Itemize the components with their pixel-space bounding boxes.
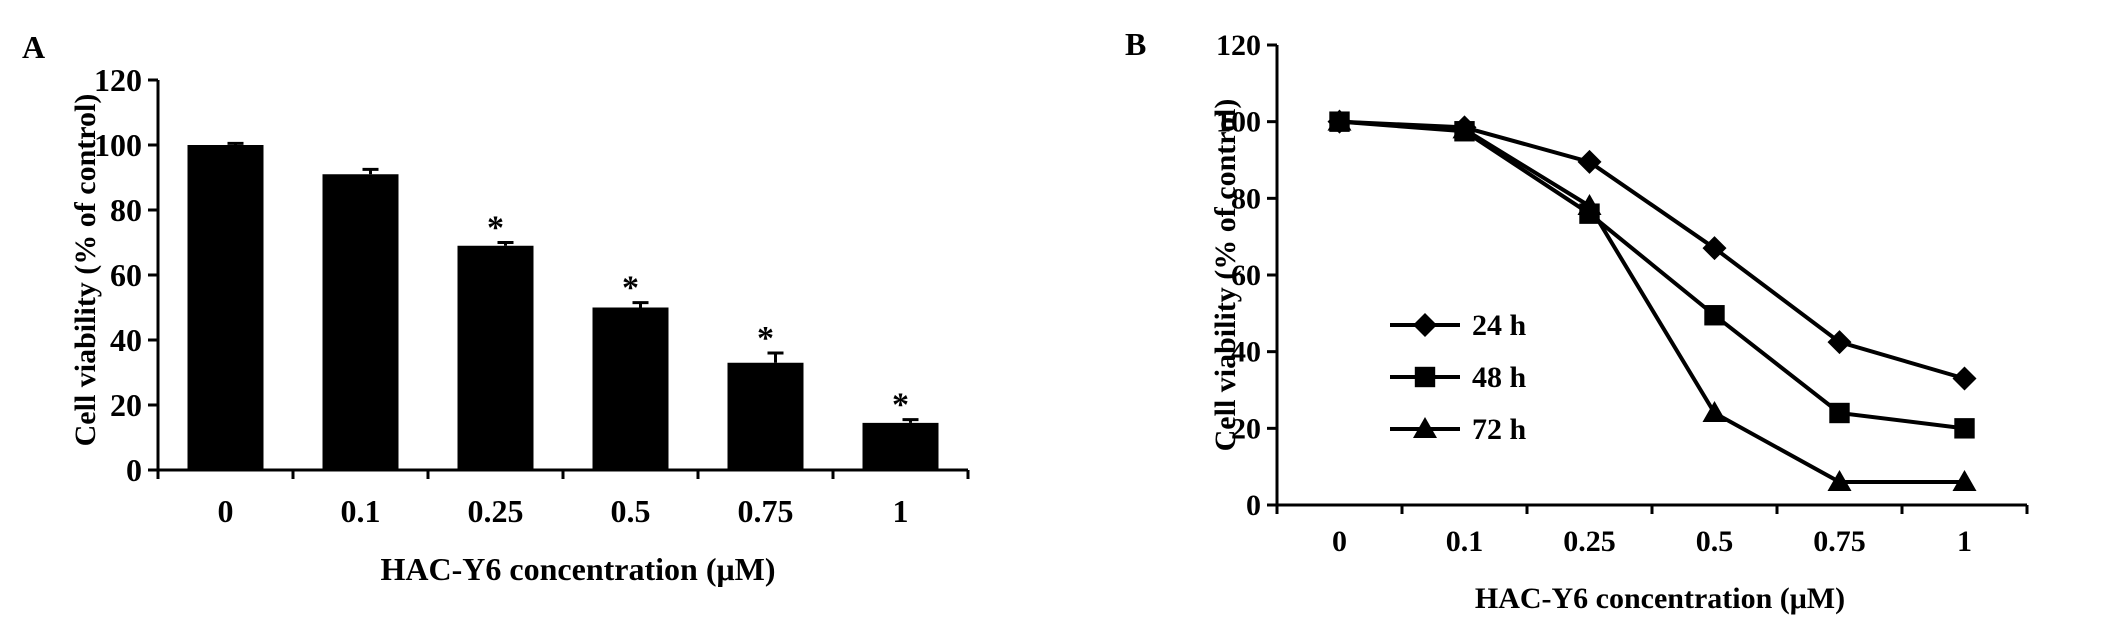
panel-b-legend-label: 24 h [1472, 309, 1527, 342]
panel-b-x-tick-label: 1 [1957, 525, 1972, 558]
diamond-marker [1577, 149, 1602, 174]
diamond-marker [1952, 366, 1977, 391]
panel-a-y-tick-label: 60 [110, 257, 142, 293]
panel-b-x-tick-label: 0.5 [1696, 525, 1734, 558]
panel-b-label: B [1125, 26, 1146, 62]
panel-a-bar [592, 307, 669, 470]
panel-b-y-tick-label: 20 [1231, 412, 1261, 445]
panel-b-series-line-24h [1339, 119, 1966, 381]
panel-a-y-tick-label: 20 [110, 387, 142, 423]
triangle-marker [1827, 470, 1852, 491]
panel-a-y-tick-label: 40 [110, 322, 142, 358]
triangle-marker [1413, 417, 1437, 438]
panel-b-y-tick-label: 80 [1231, 182, 1261, 215]
triangle-marker [1577, 194, 1602, 215]
square-marker [1414, 366, 1436, 388]
panel-b-x-tick-label: 0.75 [1813, 525, 1866, 558]
panel-a-bar [322, 174, 399, 470]
panel-a-significance-marker: * [757, 320, 774, 357]
panel-a-bar [457, 245, 534, 470]
panel-a-x-tick-label: 0 [218, 493, 234, 529]
diamond-marker [1827, 330, 1852, 355]
panel-a-bar [862, 422, 939, 470]
panel-a-x-tick-label: 0.1 [341, 493, 381, 529]
panel-a-y-tick-label: 80 [110, 192, 142, 228]
panel-a-label: A [22, 29, 45, 65]
panel-b-series-line-72h [1339, 119, 1965, 484]
triangle-marker [1952, 470, 1977, 491]
panel-b-x-axis-label: HAC-Y6 concentration (μM) [1475, 582, 1845, 615]
panel-b-y-tick-label: 100 [1216, 106, 1261, 139]
panel-a-x-tick-label: 0.75 [738, 493, 794, 529]
panel-b-legend-label: 72 h [1472, 413, 1527, 446]
triangle-marker [1327, 109, 1352, 131]
panel-a-bar [187, 145, 264, 470]
panel-b-x-tick-label: 0.25 [1563, 525, 1616, 558]
panel-a-significance-marker: * [622, 270, 639, 307]
panel-b-legend-label: 48 h [1472, 361, 1527, 394]
panel-b-y-tick-label: 0 [1246, 489, 1261, 522]
panel-a-plot-area: 0 20 40 60 80 100 120 0 0.1 * 0.25 * 0.5 * 0.75 * 1 [94, 62, 970, 529]
square-marker [1829, 402, 1850, 424]
panel-a-y-tick-label: 100 [94, 127, 142, 163]
panel-a-significance-marker: * [487, 210, 504, 247]
triangle-marker [1452, 117, 1477, 139]
diamond-marker [1702, 236, 1727, 261]
panel-a-bar-chart: A Cell viability (% of control) HAC-Y6 c… [22, 29, 970, 587]
panel-b-x-tick-label: 0.1 [1446, 525, 1484, 558]
square-marker [1954, 418, 1975, 439]
panel-a-y-tick-label: 0 [126, 452, 142, 488]
panel-a-x-tick-label: 1 [893, 493, 909, 529]
panel-a-significance-marker: * [892, 387, 909, 424]
diamond-marker [1413, 313, 1437, 337]
panel-a-x-tick-label: 0.25 [468, 493, 524, 529]
panel-b-y-tick-label: 60 [1231, 259, 1261, 292]
panel-b-y-tick-label: 120 [1216, 29, 1261, 62]
panel-a-y-tick-label: 120 [94, 62, 142, 98]
panel-a-bar [727, 362, 804, 470]
panel-a-x-tick-label: 0.5 [611, 493, 651, 529]
panel-b-line-chart: B Cell viability (% of control) HAC-Y6 c… [1125, 26, 2029, 615]
panel-b-y-axis-label: Cell viability (% of control) [1209, 99, 1242, 452]
panel-a-y-axis-label: Cell viability (% of control) [69, 94, 102, 447]
panel-b-plot-area: 0 20 40 60 80 100 120 0 0.1 0.25 0.5 0.75 1 24 h 48 h 7… [1216, 29, 2029, 558]
square-marker [1704, 305, 1725, 326]
panel-b-y-tick-label: 40 [1231, 336, 1261, 369]
triangle-marker [1702, 401, 1727, 422]
panel-a-x-axis-label: HAC-Y6 concentration (μM) [381, 551, 776, 587]
panel-b-x-tick-label: 0 [1332, 525, 1347, 558]
